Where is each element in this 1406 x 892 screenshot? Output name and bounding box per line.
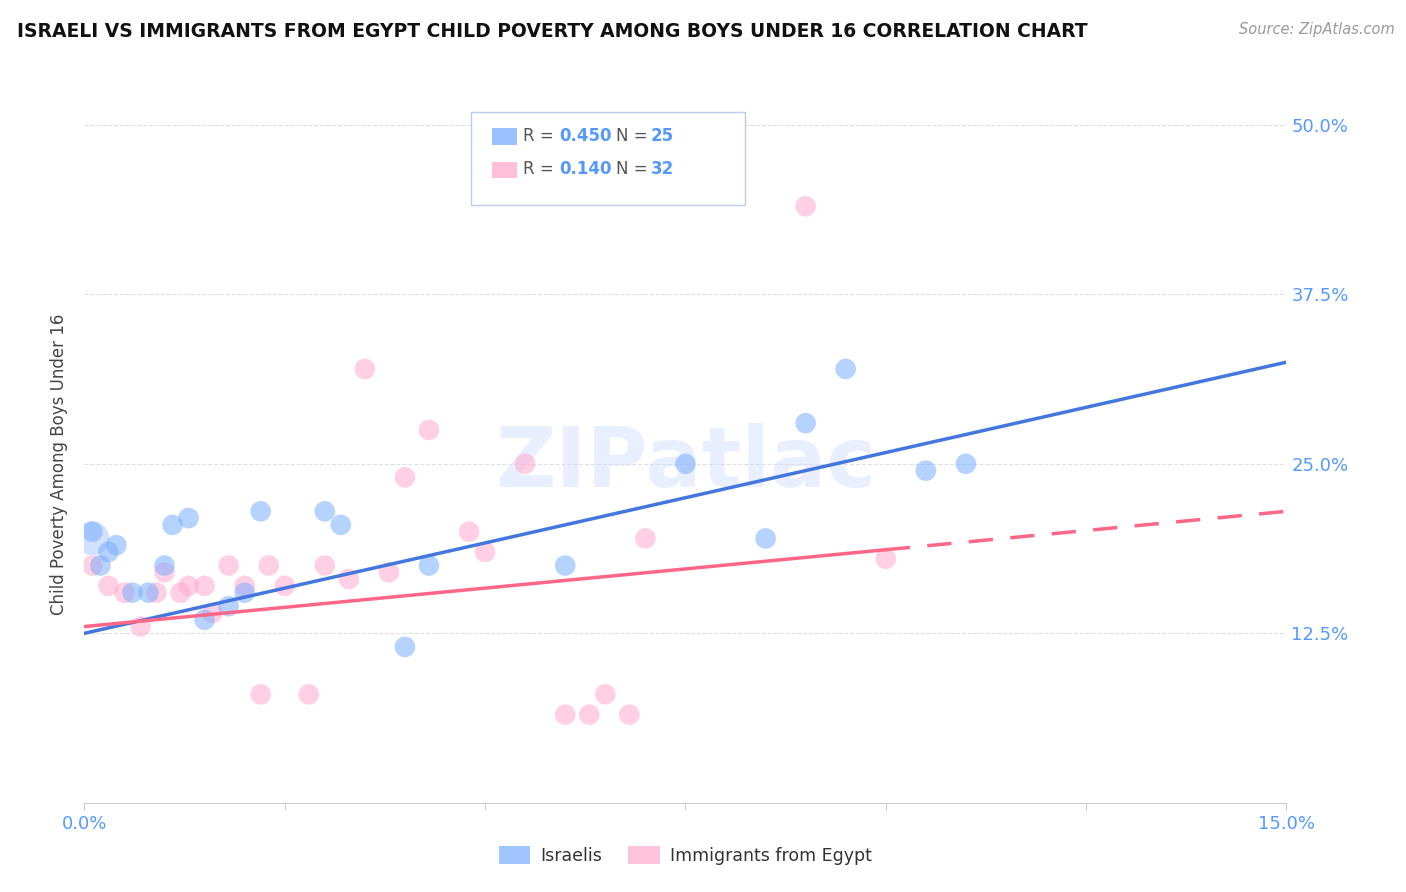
Point bbox=[794, 416, 817, 430]
Point bbox=[218, 599, 240, 614]
Point bbox=[354, 362, 377, 376]
Text: 25: 25 bbox=[651, 127, 673, 145]
Point bbox=[915, 464, 938, 478]
Point bbox=[835, 362, 858, 376]
Point bbox=[105, 538, 128, 552]
Point bbox=[955, 457, 977, 471]
Point bbox=[554, 558, 576, 573]
Point bbox=[97, 545, 120, 559]
Point bbox=[138, 585, 160, 599]
Point bbox=[619, 707, 641, 722]
Point bbox=[145, 585, 167, 599]
Point bbox=[194, 613, 217, 627]
Y-axis label: Child Poverty Among Boys Under 16: Child Poverty Among Boys Under 16 bbox=[51, 313, 69, 615]
Text: ZIPatlас: ZIPatlас bbox=[495, 424, 876, 504]
Point bbox=[378, 566, 401, 580]
Point bbox=[595, 687, 617, 701]
Point bbox=[121, 585, 143, 599]
Text: N =: N = bbox=[616, 127, 652, 145]
Text: R =: R = bbox=[523, 127, 560, 145]
Point bbox=[162, 517, 184, 532]
Point bbox=[233, 585, 256, 599]
Point bbox=[218, 558, 240, 573]
Point bbox=[233, 579, 256, 593]
Point bbox=[554, 707, 576, 722]
Point bbox=[97, 579, 120, 593]
Point bbox=[298, 687, 321, 701]
Text: 0.140: 0.140 bbox=[560, 161, 612, 178]
Point bbox=[129, 619, 152, 633]
Point bbox=[114, 585, 135, 599]
Point bbox=[249, 504, 271, 518]
Text: R =: R = bbox=[523, 161, 560, 178]
Point bbox=[418, 423, 440, 437]
Point bbox=[755, 532, 778, 546]
Text: Source: ZipAtlas.com: Source: ZipAtlas.com bbox=[1239, 22, 1395, 37]
Text: 32: 32 bbox=[651, 161, 675, 178]
Point bbox=[314, 504, 336, 518]
Point bbox=[794, 199, 817, 213]
Point bbox=[82, 524, 104, 539]
Point bbox=[418, 558, 440, 573]
Point bbox=[177, 511, 200, 525]
Point bbox=[875, 551, 897, 566]
Point bbox=[394, 470, 416, 484]
Point bbox=[249, 687, 271, 701]
Point bbox=[329, 517, 352, 532]
Point bbox=[394, 640, 416, 654]
Point bbox=[194, 579, 217, 593]
Point bbox=[82, 532, 104, 546]
Point bbox=[153, 566, 176, 580]
Point bbox=[474, 545, 496, 559]
Legend: Israelis, Immigrants from Egypt: Israelis, Immigrants from Egypt bbox=[492, 839, 879, 872]
Point bbox=[153, 558, 176, 573]
Point bbox=[201, 606, 224, 620]
Text: 0.450: 0.450 bbox=[560, 127, 612, 145]
Point bbox=[634, 532, 657, 546]
Point bbox=[515, 457, 537, 471]
Point bbox=[458, 524, 481, 539]
Point bbox=[314, 558, 336, 573]
Text: N =: N = bbox=[616, 161, 652, 178]
Point bbox=[177, 579, 200, 593]
Point bbox=[274, 579, 297, 593]
Point bbox=[169, 585, 191, 599]
Point bbox=[257, 558, 280, 573]
Point bbox=[82, 558, 104, 573]
Text: ISRAELI VS IMMIGRANTS FROM EGYPT CHILD POVERTY AMONG BOYS UNDER 16 CORRELATION C: ISRAELI VS IMMIGRANTS FROM EGYPT CHILD P… bbox=[17, 22, 1087, 41]
Point bbox=[337, 572, 360, 586]
Point bbox=[89, 558, 111, 573]
Point bbox=[675, 457, 697, 471]
Point bbox=[578, 707, 600, 722]
